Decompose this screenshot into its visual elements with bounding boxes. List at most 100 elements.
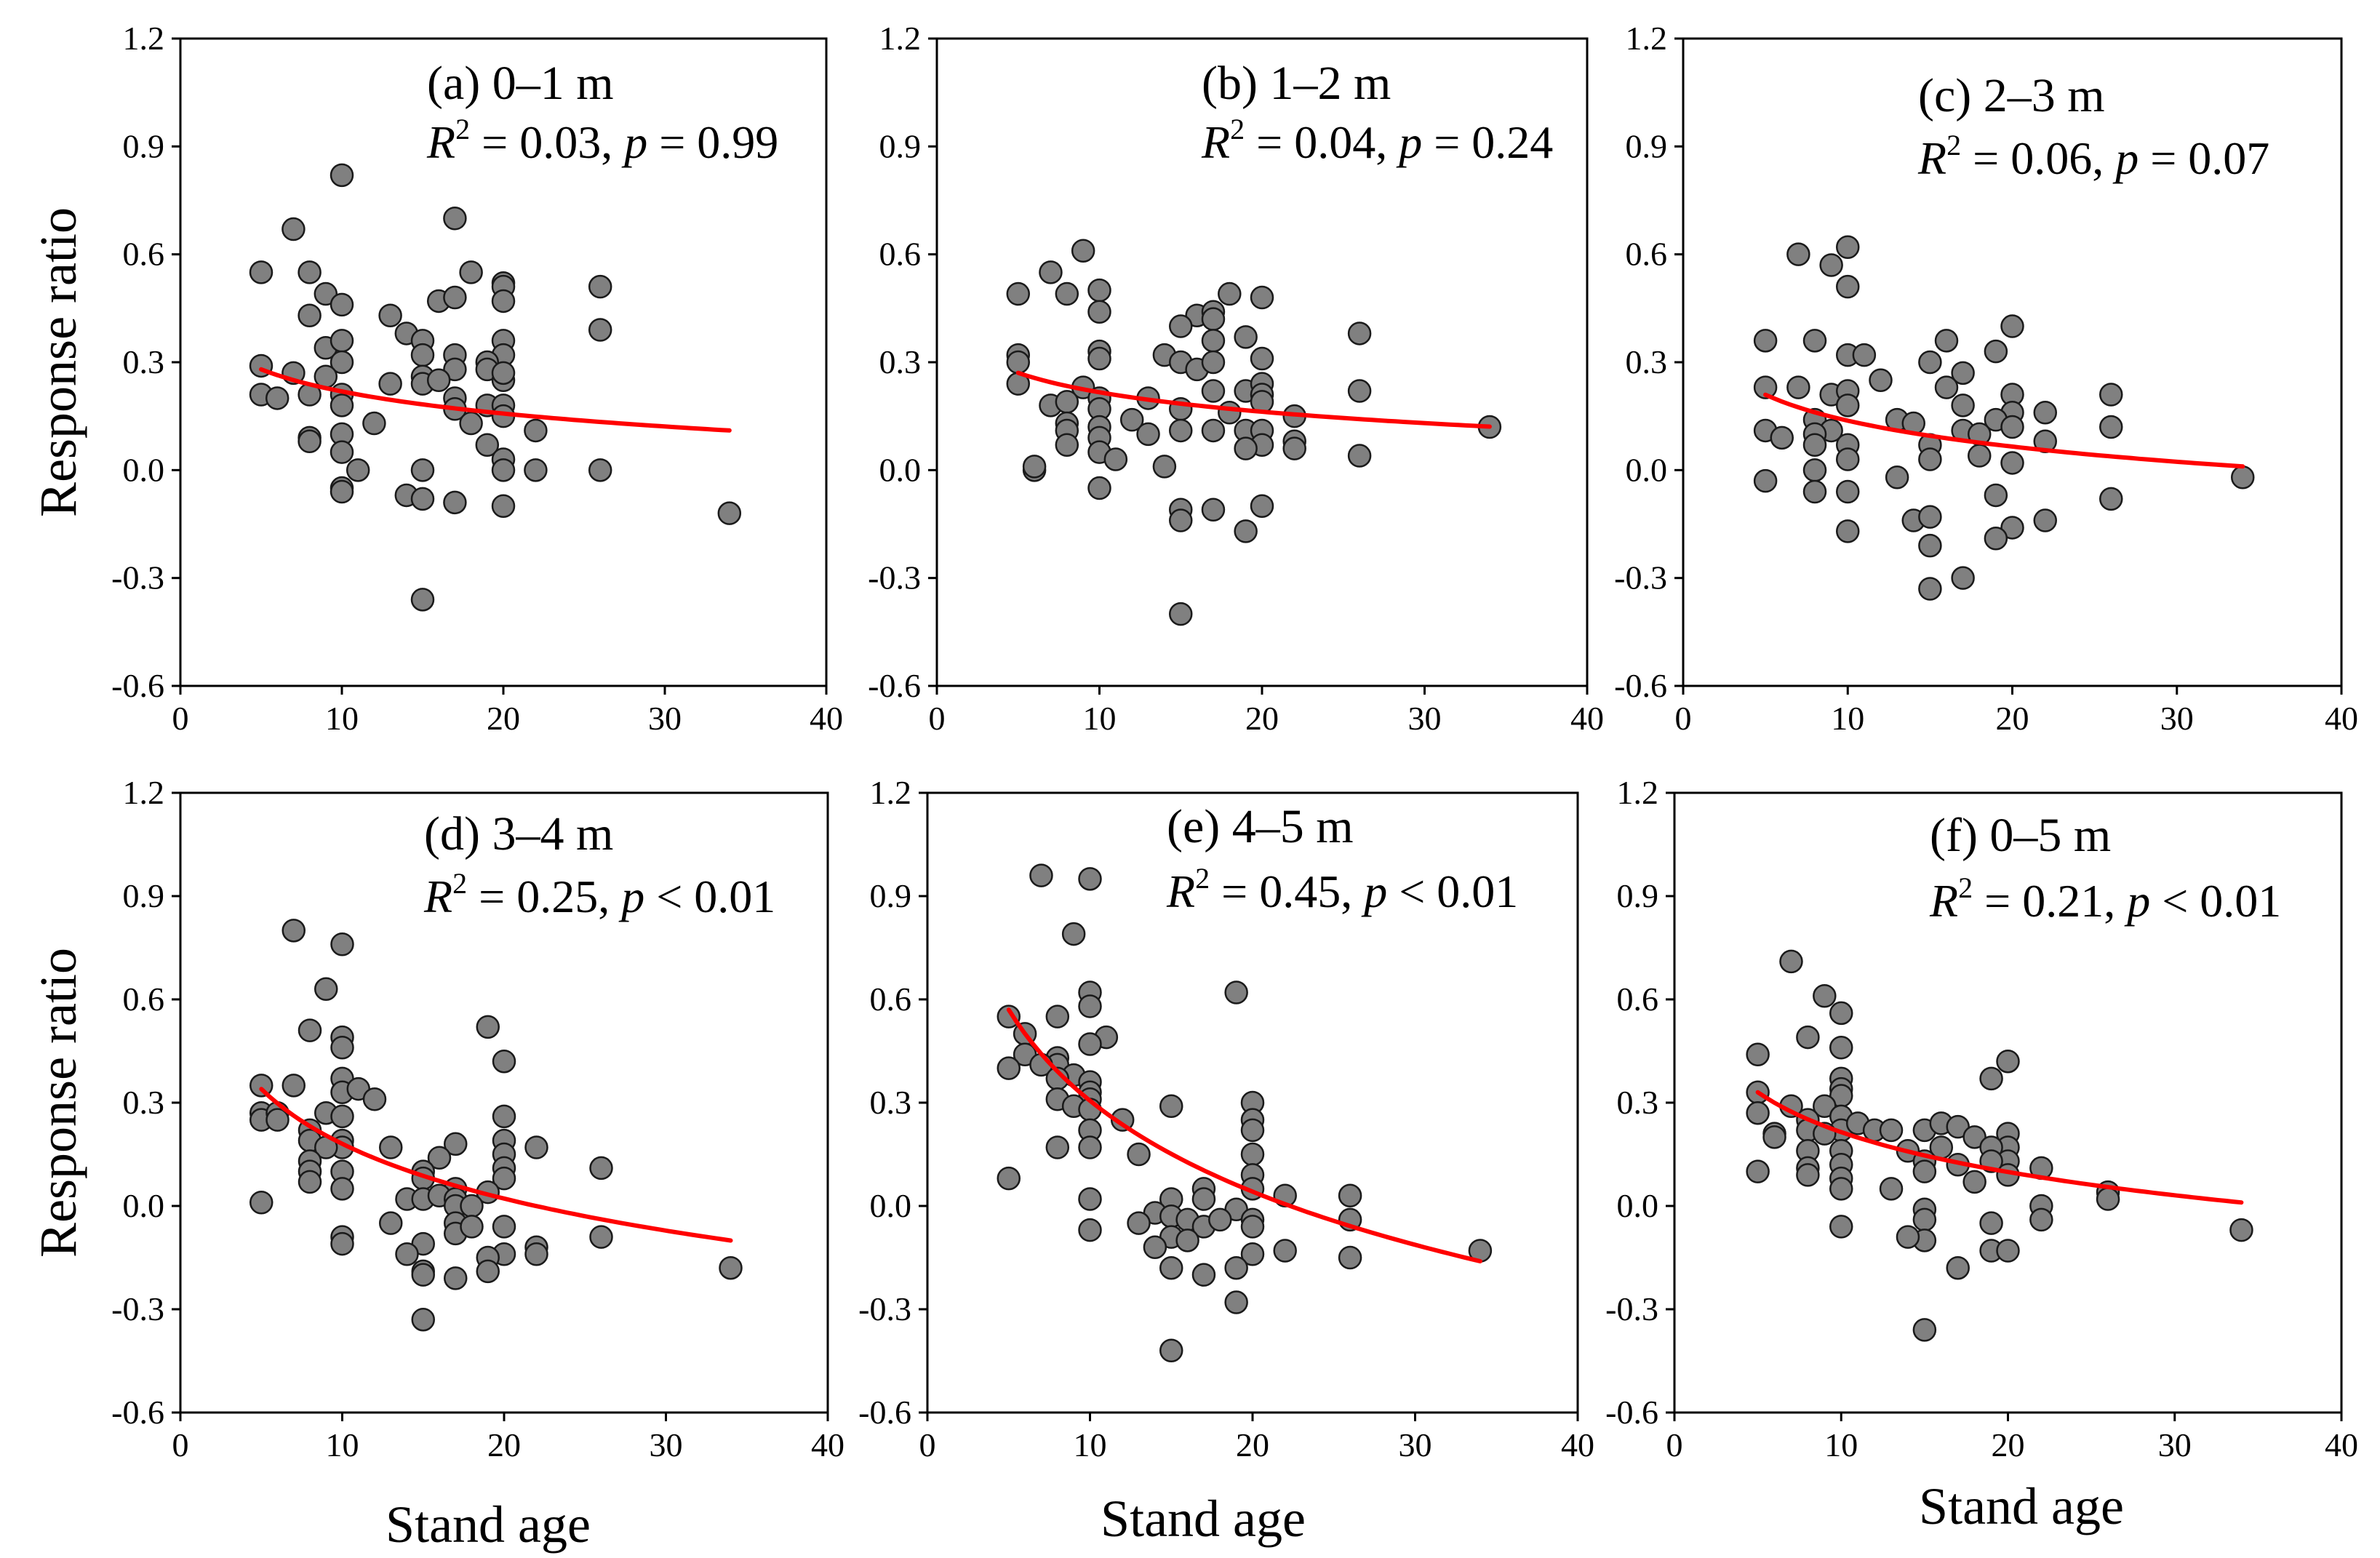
r-exponent: 2 xyxy=(1958,871,1973,904)
data-point xyxy=(719,1255,743,1280)
y-axis-title: Response ratio xyxy=(29,207,87,517)
data-point xyxy=(1753,329,1778,353)
data-point xyxy=(298,429,322,454)
data-point xyxy=(1169,314,1193,338)
data-point xyxy=(1282,436,1306,460)
data-point xyxy=(1159,1255,1183,1280)
data-point xyxy=(1802,458,1827,482)
y-tick-label: 0.6 xyxy=(123,236,165,273)
data-point xyxy=(524,1242,548,1266)
r-exponent: 2 xyxy=(455,113,470,145)
y-tick-label: 1.2 xyxy=(1626,20,1668,57)
data-point xyxy=(1208,1207,1232,1232)
y-tick-label: 0.6 xyxy=(123,980,165,1018)
data-point xyxy=(1273,1239,1297,1263)
data-point xyxy=(1946,1255,1970,1280)
data-point xyxy=(1836,519,1860,543)
data-point xyxy=(281,217,306,241)
data-point xyxy=(330,440,354,464)
data-point xyxy=(1078,1032,1102,1056)
panel-title: (c) 2–3 m xyxy=(1918,69,2105,122)
data-point xyxy=(2000,451,2024,475)
y-tick-label: 0.0 xyxy=(1617,1187,1659,1224)
data-point xyxy=(997,1166,1021,1191)
data-points xyxy=(997,863,1493,1363)
y-tick-label: -0.3 xyxy=(858,1290,911,1327)
data-point xyxy=(1136,422,1160,447)
data-point xyxy=(444,1132,468,1156)
data-point xyxy=(2099,383,2123,407)
data-point xyxy=(1201,307,1226,331)
y-tick-label: 0.3 xyxy=(123,1084,165,1121)
data-point xyxy=(476,1259,500,1284)
data-point xyxy=(411,1263,435,1287)
data-point xyxy=(1836,394,1860,418)
data-point xyxy=(1770,426,1794,450)
y-tick-label: 0.0 xyxy=(879,451,922,488)
data-point xyxy=(1796,1163,1820,1187)
y-tick-label: 0.6 xyxy=(1617,980,1659,1018)
data-point xyxy=(1934,375,1959,399)
y-tick-label: 0.6 xyxy=(1626,236,1668,273)
y-tick-label: -0.6 xyxy=(1605,1394,1658,1431)
data-point xyxy=(1918,447,1942,471)
y-tick-label: 0.9 xyxy=(123,877,165,914)
data-point xyxy=(2029,1207,2053,1232)
x-tick-label: 30 xyxy=(2160,700,2194,737)
data-point xyxy=(1885,465,1909,490)
data-point xyxy=(410,458,435,482)
data-point xyxy=(1962,1125,1986,1149)
data-point xyxy=(410,588,435,612)
p-value: = 0.99 xyxy=(647,116,778,168)
panel-f: -0.6 -0.3 0.0 0.3 0.6 0.9 1.2 0 10 20 30 40 (f) 0–5 … xyxy=(1605,774,2358,1535)
data-points xyxy=(249,163,742,612)
data-point xyxy=(443,490,467,515)
data-point xyxy=(1201,329,1226,353)
data-point xyxy=(443,206,467,231)
stats-label: R2 = 0.06, p = 0.07 xyxy=(1917,129,2269,184)
data-point xyxy=(1984,339,2008,364)
data-point xyxy=(524,418,548,443)
y-tick-label: 0.3 xyxy=(123,343,165,380)
data-point xyxy=(1951,566,1975,590)
r2-value: = 0.25, xyxy=(467,871,621,922)
data-point xyxy=(1786,242,1810,266)
data-point xyxy=(1224,1255,1248,1280)
x-tick-label: 30 xyxy=(2158,1426,2192,1463)
y-tick-label: 0.3 xyxy=(1626,343,1668,380)
panel-title: (f) 0–5 m xyxy=(1930,809,2111,862)
data-point xyxy=(1006,281,1030,306)
data-point xyxy=(379,1135,403,1159)
data-point xyxy=(249,1074,273,1098)
data-point xyxy=(1201,418,1226,443)
data-point xyxy=(1819,253,1843,277)
data-point xyxy=(1087,346,1111,371)
data-point xyxy=(1996,1049,2020,1074)
data-point xyxy=(1829,1036,1853,1060)
data-point xyxy=(492,1166,516,1191)
data-point xyxy=(1250,285,1274,310)
data-point xyxy=(330,292,354,317)
y-tick-label: -0.3 xyxy=(1614,559,1667,596)
r-exponent: 2 xyxy=(1230,113,1245,145)
panel-b: -0.6 -0.3 0.0 0.3 0.6 0.9 1.2 0 10 20 30 40 (b) 1–2 … xyxy=(868,20,1604,737)
y-tick-label: 1.2 xyxy=(123,774,165,811)
r2-value: = 0.45, xyxy=(1210,866,1364,917)
data-point xyxy=(395,1242,419,1266)
data-point xyxy=(411,1307,435,1332)
data-point xyxy=(460,1194,484,1218)
data-point xyxy=(1078,1135,1102,1159)
data-point xyxy=(1103,447,1128,471)
data-point xyxy=(410,487,435,511)
data-point xyxy=(1836,235,1860,260)
data-point xyxy=(1338,1183,1362,1208)
data-point xyxy=(1796,1025,1820,1050)
data-point xyxy=(1127,1211,1151,1235)
data-point xyxy=(1218,400,1242,425)
data-point xyxy=(524,1135,548,1159)
y-tick-label: 0.6 xyxy=(879,236,922,273)
data-point xyxy=(1829,1177,1853,1201)
data-point xyxy=(1240,1118,1265,1143)
data-point xyxy=(1078,994,1102,1018)
panel-title: (b) 1–2 m xyxy=(1202,57,1391,110)
